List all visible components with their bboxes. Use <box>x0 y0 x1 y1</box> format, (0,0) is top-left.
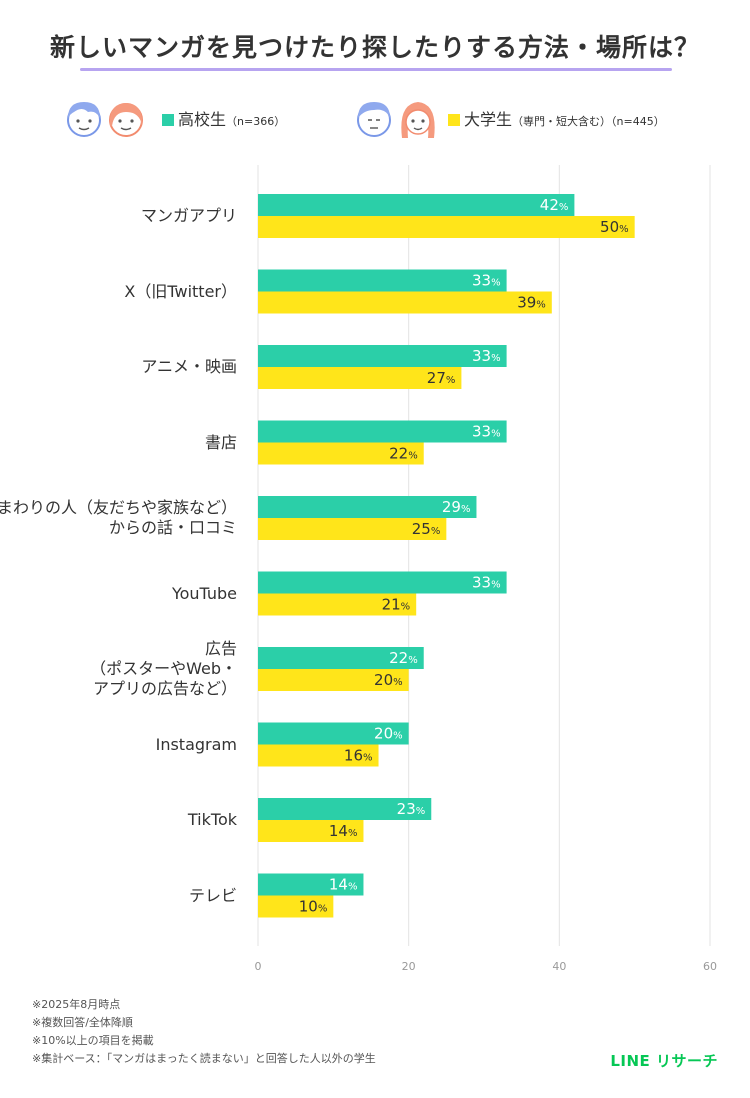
legend-label-university-sub: （専門・短大含む）（n=445） <box>512 115 665 128</box>
value-label-highschool-0: 42% <box>540 196 569 214</box>
bar-highschool-8 <box>258 798 432 820</box>
category-label-5-line-0: YouTube <box>171 583 237 603</box>
bar-highschool-5 <box>258 571 507 594</box>
value-label-university-7: 16% <box>344 747 373 765</box>
legend-highschool: 高校生（n=366） <box>62 96 322 140</box>
value-label-university-9: 10% <box>299 898 328 916</box>
university-students-icon <box>357 102 435 138</box>
bar-highschool-2 <box>258 345 507 367</box>
value-label-highschool-5: 33% <box>472 574 501 592</box>
legend-label-university-main: 大学生 <box>464 110 513 129</box>
legend-label-highschool-sub: （n=366） <box>226 115 286 128</box>
bar-highschool-1 <box>258 269 507 292</box>
footnote-method: ※複数回答/全体降順 <box>32 1016 133 1029</box>
chart-title: 新しいマンガを見つけたり探したりする方法・場所は？ <box>49 33 700 62</box>
value-label-highschool-9: 14% <box>329 876 358 894</box>
bar-highschool-7 <box>258 722 409 745</box>
category-label-7-line-0: Instagram <box>155 734 237 754</box>
value-label-highschool-4: 29% <box>442 498 471 516</box>
category-label-8-line-0: TikTok <box>187 810 237 829</box>
category-label-9-line-0: テレビ <box>188 885 237 905</box>
legend-label-highschool-main: 高校生 <box>178 110 227 129</box>
brand-logo: LINE リサーチ <box>610 1052 718 1070</box>
value-label-university-6: 20% <box>374 671 403 689</box>
value-label-highschool-2: 33% <box>472 347 501 365</box>
bar-university-1 <box>258 291 552 314</box>
bar-highschool-3 <box>258 420 507 443</box>
value-label-highschool-7: 20% <box>374 725 403 743</box>
title-underline <box>80 68 672 71</box>
highschool-students-icon <box>67 102 143 137</box>
category-label-1-line-0: X（旧Twitter） <box>124 281 237 301</box>
bar-university-3 <box>258 442 424 465</box>
bar-chart: 0 20 40 60 42% 50% 33% 39% 33% 27% 33% 22% 29%25% 33%… <box>255 165 717 973</box>
bar-highschool-6 <box>258 647 424 669</box>
x-tick-label-20: 20 <box>402 960 416 973</box>
footnote-base: ※集計ベース：「マンガはまったく読まない」と回答した人以外の学生 <box>32 1052 376 1065</box>
footnote-date: ※2025年8月時点 <box>32 998 121 1011</box>
legend-swatch-university <box>448 114 460 126</box>
value-label-university-5: 21% <box>382 596 411 614</box>
legend-university: 大学生（専門・短大含む）（n=445） <box>356 96 716 140</box>
value-label-highschool-6: 22% <box>389 649 418 667</box>
value-label-university-0: 50% <box>600 218 629 236</box>
value-label-highschool-8: 23% <box>397 800 426 818</box>
bar-highschool-9 <box>258 873 364 896</box>
bar-university-9 <box>258 895 334 918</box>
value-label-university-2: 27% <box>427 369 456 387</box>
bar-university-2 <box>258 367 462 389</box>
category-label-6-line-2: アプリの広告など） <box>92 679 237 698</box>
bar-university-8 <box>258 820 364 842</box>
category-label-6-line-0: 広告 <box>204 639 237 658</box>
bar-highschool-4 <box>258 496 477 518</box>
value-label-university-8: 14% <box>329 822 358 840</box>
value-label-university-3: 22% <box>389 445 418 463</box>
footnote-threshold: ※10%以上の項目を掲載 <box>32 1034 154 1047</box>
category-label-3-line-0: 書店 <box>204 432 237 452</box>
bar-university-0 <box>258 216 635 238</box>
x-tick-label-40: 40 <box>552 960 566 973</box>
bar-university-7 <box>258 744 379 767</box>
category-label-2-line-0: アニメ・映画 <box>141 357 237 376</box>
value-label-highschool-3: 33% <box>472 423 501 441</box>
category-label-0-line-0: マンガアプリ <box>140 206 237 225</box>
category-label-6-line-1: （ポスターやWeb・ <box>90 659 237 678</box>
x-tick-label-60: 60 <box>703 960 717 973</box>
value-label-university-1: 39% <box>517 294 546 312</box>
category-label-4-line-1: からの話・口コミ <box>108 518 237 537</box>
bar-highschool-0 <box>258 194 575 216</box>
legend-swatch-highschool <box>162 114 174 126</box>
bar-university-4 <box>258 518 447 540</box>
bar-university-6 <box>258 669 409 691</box>
value-label-university-4: 25% <box>412 520 441 538</box>
value-label-highschool-1: 33% <box>472 272 501 290</box>
legend-label-highschool: 高校生（n=366） <box>178 106 285 130</box>
legend-label-university: 大学生（専門・短大含む）（n=445） <box>464 106 665 130</box>
category-label-4-line-0: まわりの人（友だちや家族など） <box>0 498 237 517</box>
x-tick-label-0: 0 <box>255 960 262 973</box>
bar-university-5 <box>258 593 417 616</box>
